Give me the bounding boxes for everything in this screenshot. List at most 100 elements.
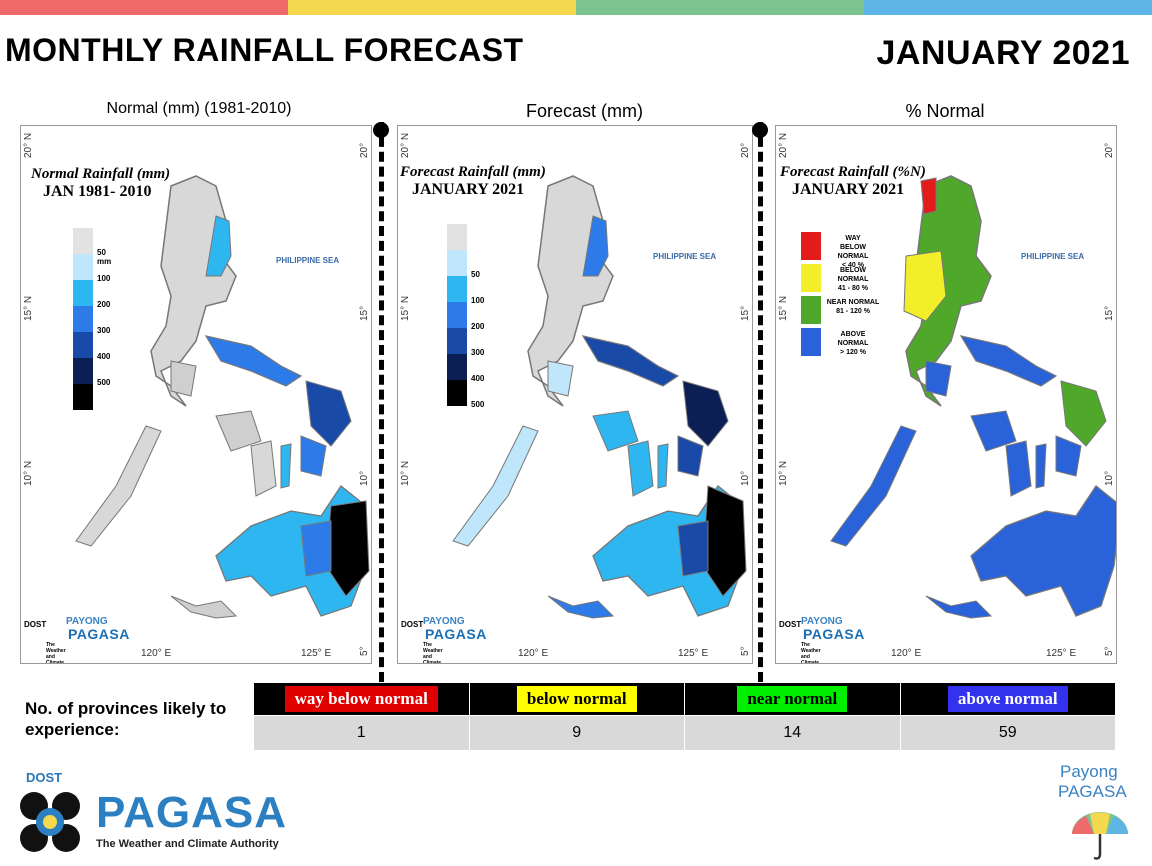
mini-logo-dost: DOST (24, 620, 47, 629)
legend-label: 300 (97, 326, 111, 335)
top-bar-segment-2 (288, 0, 576, 15)
map-title-normal: Normal Rainfall (mm) JAN 1981- 2010 (31, 166, 170, 201)
legend-label-line-1: NEAR NORMAL (826, 299, 880, 306)
sea-label: PHILIPPINE SEA (1021, 252, 1085, 261)
province-count-table: way below normal below normal near norma… (253, 682, 1116, 751)
palawan-shape (452, 425, 539, 547)
page-title: MONTHLY RAINFALL FORECAST (5, 32, 524, 68)
mindanao-shape (970, 485, 1116, 617)
count-row: 1 9 14 59 (253, 715, 1116, 751)
panay-shape (970, 410, 1017, 452)
map-panel-percent-normal: 20° N 15° N 10° N 20° N 15° N 10° N 5° N… (775, 125, 1117, 664)
mini-logo-payong: PAYONG (801, 616, 843, 627)
lon-label-125: 125° E (1046, 648, 1077, 659)
lat-label-5-right: 5° N (359, 646, 371, 656)
category-way-below-normal: way below normal (284, 686, 438, 712)
category-below-normal: below normal (516, 686, 637, 712)
mini-logo-pagasa: PAGASA (68, 626, 130, 642)
legend-swatch (447, 354, 467, 380)
cebu-shape (1035, 443, 1047, 489)
panel-percent-caption: % Normal (905, 101, 985, 121)
legend-swatch (73, 280, 93, 306)
bicol-shape (959, 335, 1058, 387)
lat-label-15-left: 15° N (778, 295, 789, 321)
sulu-islands (170, 595, 238, 619)
sulu-islands (925, 595, 993, 619)
lat-label-15-right: 15° N (1104, 305, 1116, 321)
lat-label-20-right: 20° N (1104, 142, 1116, 158)
bicol-shape (581, 335, 680, 387)
panel-divider-2 (758, 122, 763, 682)
map-panel-forecast: 20° N 15° N 10° N 20° N 15° N 10° N 5° N… (397, 125, 753, 664)
legend-swatch (73, 384, 93, 410)
sulu-islands (547, 595, 615, 619)
count-above-normal: 59 (899, 715, 1116, 751)
legend-label: ABOVE NORMAL > 120 % (825, 330, 881, 357)
provinces-label: No. of provinces likely to experience: (25, 699, 227, 739)
map-normal-svg (75, 175, 370, 619)
umbrella-icon (1072, 812, 1128, 860)
legend-swatch (447, 302, 467, 328)
negros-shape (627, 440, 654, 497)
category-cell: above normal (899, 682, 1116, 716)
top-bar-segment-4 (864, 0, 1152, 15)
sea-label: PHILIPPINE SEA (276, 256, 340, 265)
mindoro-shape (170, 360, 197, 397)
pagasa-logo: DOST PAGASA The Weather and Climate Auth… (14, 770, 294, 860)
legend-label: 200 (471, 322, 485, 331)
legend-swatch (447, 328, 467, 354)
mindanao-center (300, 520, 332, 577)
legend-swatch (801, 232, 821, 260)
map-forecast-svg (452, 175, 747, 619)
mini-logo-dost: DOST (401, 620, 424, 629)
panay-shape (592, 410, 639, 452)
bicol-shape (204, 335, 303, 387)
lon-label-120: 120° E (891, 648, 922, 659)
mini-logo-payong: PAYONG (66, 616, 108, 627)
category-cell: below normal (468, 682, 685, 716)
legend-label: 500 (471, 400, 485, 409)
legend-swatch (73, 358, 93, 384)
mini-logo-tagline: The Weather and Climate Authority (801, 642, 821, 664)
map-title-line-1: Forecast Rainfall (%N) (780, 164, 926, 180)
category-cell: way below normal (253, 682, 470, 716)
lat-label-20-left: 20° N (23, 132, 34, 158)
count-near-normal: 14 (684, 715, 901, 751)
legend-swatch (447, 224, 467, 250)
legend-swatch (801, 296, 821, 324)
leyte-shape (300, 435, 327, 477)
mini-logo-pagasa: PAGASA (425, 626, 487, 642)
panay-shape (215, 410, 262, 452)
legend-label: 400 (97, 352, 111, 361)
cebu-shape (280, 443, 292, 489)
legend-label-line-1: BELOW NORMAL (837, 267, 869, 283)
ilocos-red (920, 177, 937, 215)
legend-label: 400 (471, 374, 485, 383)
count-below-normal: 9 (468, 715, 685, 751)
panel-normal-caption: Normal (mm) (1981-2010) (106, 100, 292, 117)
map-title-line-2: JAN 1981- 2010 (43, 183, 152, 200)
lat-label-10-right: 10° N (740, 470, 752, 486)
mini-logo-payong: PAYONG (423, 616, 465, 627)
lon-label-120: 120° E (141, 648, 172, 659)
map-panel-normal: 20° N 15° N 10° N 20° N 15° N 10° N 5° N… (20, 125, 372, 664)
legend-label: WAY BELOW NORMAL < 40 % (825, 234, 881, 270)
payong-text-1: Payong (1060, 762, 1118, 781)
lat-label-20-right: 20° N (359, 142, 371, 158)
palawan-shape (830, 425, 917, 547)
legend-label-line-2: 81 - 120 % (836, 308, 870, 315)
panel-divider-1 (379, 122, 384, 682)
legend-swatch (447, 276, 467, 302)
legend-swatch (801, 264, 821, 292)
lon-label-120: 120° E (518, 648, 549, 659)
footer-pagasa-wordmark: PAGASA (96, 788, 287, 837)
map-title-line-2: JANUARY 2021 (792, 181, 905, 198)
samar-shape (682, 380, 729, 447)
legend-label-line-2: BELOW NORMAL (837, 244, 869, 260)
lat-label-10-right: 10° N (359, 470, 371, 486)
lat-label-10-right: 10° N (1104, 470, 1116, 486)
footer-dost-label: DOST (26, 770, 63, 785)
lat-label-20-left: 20° N (400, 132, 411, 158)
sea-label: PHILIPPINE SEA (653, 252, 717, 261)
mindoro-shape (547, 360, 574, 397)
